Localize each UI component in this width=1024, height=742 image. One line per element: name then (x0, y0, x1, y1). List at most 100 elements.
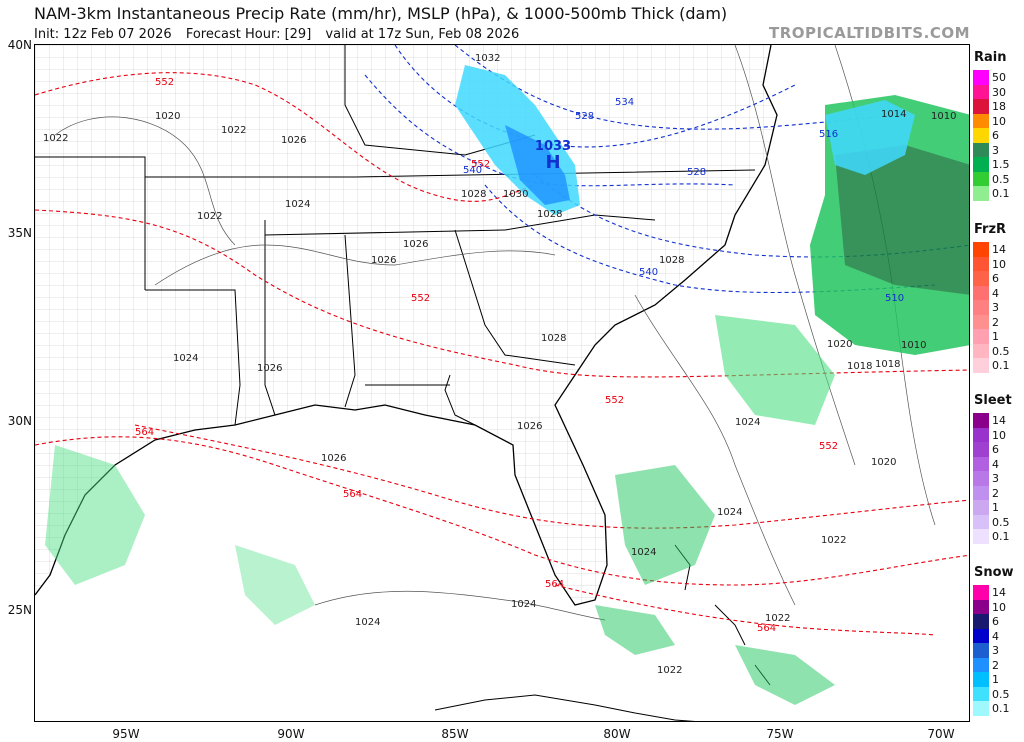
thickness-label: 552 (471, 159, 490, 170)
forecast-hour: Forecast Hour: [29] (185, 27, 312, 42)
legend-value: 0.5 (992, 344, 1010, 358)
thickness-red-lines (35, 72, 969, 636)
isobar-label: 1022 (221, 125, 246, 136)
snow-field (455, 65, 915, 215)
legend-swatch (973, 84, 989, 99)
isobar-label: 1022 (821, 535, 846, 546)
legend-value: 1 (992, 501, 999, 514)
isobar-label: 1024 (285, 199, 310, 210)
thickness-red-labels: 552 552 552 552 564 564 564 564 552 (135, 77, 838, 634)
isobar-label: 1026 (281, 135, 306, 146)
thickness-label: 552 (819, 441, 838, 452)
legend-swatch (973, 686, 989, 701)
isobar-label: 1020 (155, 111, 180, 122)
lat-label-25n: 25N (7, 603, 32, 617)
legend-value: 0.5 (992, 172, 1010, 186)
isobar-label: 1026 (371, 255, 396, 266)
thickness-label: 540 (463, 165, 482, 176)
thickness-label: 552 (605, 395, 624, 406)
isobar-label: 1024 (631, 547, 656, 558)
legend-swatch (973, 599, 989, 614)
legend-swatch (973, 358, 989, 373)
legend-value: 4 (992, 629, 999, 643)
legend-swatch (973, 614, 989, 629)
lat-label-30n: 30N (7, 414, 32, 428)
legend-value: 14 (992, 586, 1006, 599)
thickness-blue-labels: 540 528 540 516 510 528 534 (463, 97, 904, 304)
isobar-label: 1026 (517, 421, 542, 432)
thickness-label: 564 (757, 623, 776, 634)
isobar-label: 1028 (541, 333, 566, 344)
legend-value: 50 (992, 71, 1006, 84)
legend-swatch (973, 128, 989, 143)
legend-value: 2 (992, 315, 999, 329)
legend-swatch (973, 300, 989, 315)
legend-value: 6 (992, 272, 999, 285)
legend-value: 6 (992, 615, 999, 628)
high-pressure-value: 1033 (535, 139, 571, 154)
thickness-label: 528 (687, 167, 706, 178)
legend-colorbar-frzr (973, 242, 989, 373)
legend-swatch (973, 314, 989, 329)
legend-value: 1 (992, 673, 999, 686)
legend-value: 1 (992, 330, 999, 343)
legend-value: 0.5 (992, 515, 1010, 529)
legend-swatch (973, 99, 989, 114)
isobar-label: 1024 (173, 353, 198, 364)
lon-label-70w: 70W (927, 727, 955, 741)
legend-value: 10 (992, 428, 1006, 442)
isobar-label: 1022 (197, 211, 222, 222)
isobar-label: 1022 (43, 133, 68, 144)
isobar-label: 1028 (461, 189, 486, 200)
thickness-label: 564 (545, 579, 564, 590)
isobar-label: 1018 (847, 361, 872, 372)
isobar-label: 1018 (875, 359, 900, 370)
isobar-label: 1010 (931, 111, 956, 122)
legend-swatch (973, 186, 989, 201)
legend-value: 4 (992, 457, 999, 471)
legend-swatch (973, 242, 989, 257)
thickness-label: 564 (343, 489, 362, 500)
high-pressure-marker: 1033 H (535, 139, 571, 173)
legend-value: 2 (992, 486, 999, 500)
legend-value: 0.5 (992, 687, 1010, 701)
legend-swatch (973, 585, 989, 600)
legend-value: 0.1 (992, 359, 1010, 372)
legend-swatch (973, 285, 989, 300)
legend-swatch (973, 113, 989, 128)
valid-time: valid at 17z Sun, Feb 08 2026 (325, 27, 520, 42)
isobar-label: 1014 (881, 109, 906, 120)
thickness-label: 528 (575, 111, 594, 122)
legend-value: 10 (992, 257, 1006, 271)
legend-swatch (973, 427, 989, 442)
legend-swatch (973, 171, 989, 186)
lat-label-35n: 35N (7, 226, 32, 240)
legend-value: 18 (992, 100, 1006, 113)
lon-label-90w: 90W (277, 727, 305, 741)
legend-swatch (973, 643, 989, 658)
legend-title-snow: Snow (974, 565, 1014, 580)
legend-swatch (973, 256, 989, 271)
isobar-label: 1032 (475, 53, 500, 64)
lon-label-95w: 95W (112, 727, 140, 741)
legend-value: 6 (992, 129, 999, 142)
legend-value: 3 (992, 644, 999, 657)
legend-value: 14 (992, 414, 1006, 427)
isobar-label: 1024 (511, 599, 536, 610)
legend-swatch (973, 514, 989, 529)
legend-title-sleet: Sleet (974, 393, 1012, 408)
isobar-label: 1030 (503, 189, 528, 200)
legend-swatch (973, 142, 989, 157)
lon-label-80w: 80W (603, 727, 631, 741)
state-borders (35, 45, 756, 426)
legend-swatch (973, 456, 989, 471)
isobar-label: 1026 (403, 239, 428, 250)
legend-swatch (973, 500, 989, 515)
thickness-label: 534 (615, 97, 634, 108)
isobar-label: 1024 (717, 507, 742, 518)
legend-value: 14 (992, 243, 1006, 256)
legend-swatch (973, 628, 989, 643)
legend-swatch (973, 657, 989, 672)
lon-label-85w: 85W (441, 727, 469, 741)
isobar-label: 1022 (765, 613, 790, 624)
